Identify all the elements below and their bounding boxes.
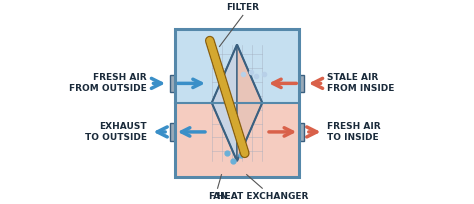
- Text: FILTER: FILTER: [226, 2, 259, 11]
- Text: FRESH AIR
TO INSIDE: FRESH AIR TO INSIDE: [328, 122, 381, 142]
- FancyBboxPatch shape: [175, 29, 299, 103]
- Text: STALE AIR
FROM INSIDE: STALE AIR FROM INSIDE: [328, 73, 395, 93]
- Text: FRESH AIR
FROM OUTSIDE: FRESH AIR FROM OUTSIDE: [69, 73, 146, 93]
- FancyBboxPatch shape: [170, 123, 175, 141]
- FancyBboxPatch shape: [299, 75, 304, 92]
- Polygon shape: [212, 44, 237, 161]
- Polygon shape: [237, 44, 262, 161]
- Text: FAN: FAN: [208, 192, 228, 201]
- FancyBboxPatch shape: [299, 123, 304, 141]
- FancyBboxPatch shape: [175, 103, 299, 177]
- Text: HEAT EXCHANGER: HEAT EXCHANGER: [217, 192, 308, 201]
- Text: EXHAUST
TO OUTSIDE: EXHAUST TO OUTSIDE: [85, 122, 146, 142]
- FancyBboxPatch shape: [170, 75, 175, 92]
